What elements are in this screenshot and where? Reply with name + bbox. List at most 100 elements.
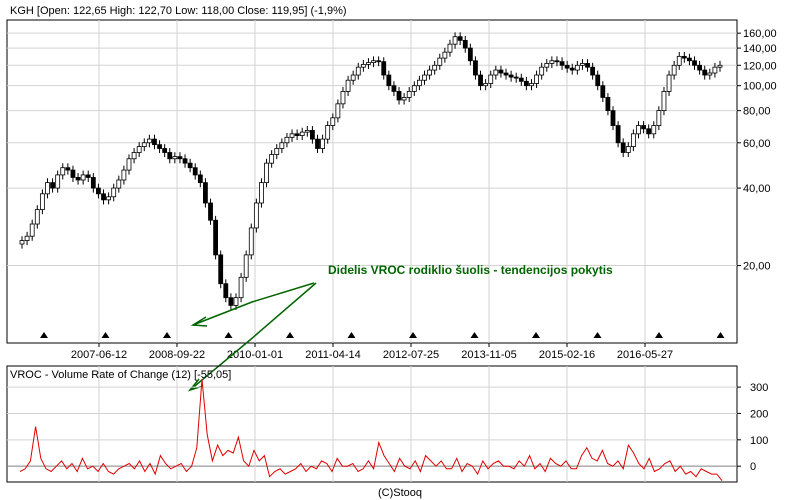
price-x-tick-label: 2012-07-25 [383, 349, 439, 361]
candle-body [391, 85, 397, 92]
candle-body [442, 51, 448, 59]
candle-body [554, 60, 560, 63]
event-marker [532, 332, 540, 338]
candle-body [646, 128, 652, 135]
candle-body [473, 60, 478, 76]
candle-body [310, 130, 315, 140]
candle-body [192, 167, 198, 176]
candle-body [488, 74, 494, 84]
price-y-tick-label: 20,00 [743, 261, 771, 273]
event-marker [347, 332, 356, 338]
price-x-tick-label: 2016-05-27 [617, 349, 673, 361]
candle-body [585, 63, 590, 68]
candle-body [376, 60, 382, 63]
price-y-tick-label: 80,00 [743, 106, 771, 118]
candle-body [427, 69, 432, 76]
candle-body [136, 146, 142, 153]
candle-body [345, 79, 351, 92]
event-marker [224, 332, 233, 338]
candle-body [417, 79, 422, 87]
price-candles [19, 32, 723, 310]
event-marker [716, 332, 725, 338]
candle-body [452, 36, 458, 45]
candle-body [19, 240, 25, 245]
candle-body [29, 223, 35, 237]
candle-body [259, 182, 264, 204]
candle-body [289, 133, 295, 138]
candle-body [269, 154, 275, 164]
candle-body [503, 72, 509, 76]
candle-body [681, 55, 687, 59]
candle-body [80, 174, 86, 181]
candle-body [697, 64, 703, 71]
candle-body [666, 74, 672, 92]
candle-body [355, 66, 361, 76]
candle-body [605, 97, 611, 112]
candle-body [253, 202, 259, 229]
candle-body [712, 66, 718, 74]
candle-body [294, 133, 300, 136]
vroc-header: VROC - Volume Rate of Change (12) [-55,0… [10, 369, 231, 381]
vroc-line [19, 379, 723, 482]
candle-body [34, 209, 40, 225]
candle-body [432, 64, 438, 71]
candle-body [197, 174, 203, 184]
candle-body [177, 156, 183, 160]
candle-body [595, 74, 601, 87]
candle-body [641, 125, 646, 130]
candle-body [101, 193, 106, 201]
candle-body [96, 187, 101, 195]
candle-body [651, 125, 657, 135]
candle-body [213, 219, 219, 256]
candle-body [411, 85, 417, 92]
candle-body [534, 74, 539, 84]
event-marker [101, 332, 110, 338]
candle-body [462, 39, 468, 49]
candle-body [182, 158, 188, 164]
candle-body [172, 156, 178, 160]
candle-body [340, 91, 346, 105]
candle-body [304, 130, 310, 133]
candle-body [549, 60, 555, 64]
candle-body [539, 66, 545, 76]
price-x-tick-label: 2010-01-01 [227, 349, 283, 361]
candle-body [167, 152, 173, 160]
price-y-tick-label: 120,00 [743, 60, 777, 72]
candle-body [671, 64, 677, 76]
candle-body [238, 276, 244, 299]
candle-body [687, 57, 692, 62]
candle-body [381, 61, 387, 76]
vroc-y-axis: 0 100 200 300 [737, 382, 768, 473]
candle-body [569, 67, 575, 71]
footer-copyright: (C)Stooq [378, 487, 422, 499]
candle-body [437, 57, 443, 66]
vroc-y-tick-label: 100 [750, 435, 768, 447]
candle-body [284, 136, 290, 144]
candle-body [544, 63, 550, 68]
candle-body [523, 80, 529, 87]
candle-body [264, 162, 269, 184]
candle-body [692, 60, 697, 66]
price-y-tick-label: 140,00 [743, 43, 777, 55]
candle-body [24, 235, 30, 242]
vroc-panel-frame [6, 365, 738, 483]
candle-body [55, 174, 61, 189]
candle-body [65, 167, 71, 171]
candle-body [559, 61, 565, 66]
candle-body [218, 254, 224, 285]
candle-body [493, 69, 499, 76]
annotation-arrows [187, 282, 317, 392]
vroc-gridlines [7, 366, 737, 482]
candle-body [141, 142, 147, 147]
candle-body [467, 47, 473, 62]
event-marker [409, 332, 417, 338]
candle-body [447, 43, 453, 53]
candle-body [228, 297, 234, 306]
candle-body [152, 138, 157, 146]
candle-body [320, 138, 325, 149]
price-x-axis: 2007-06-12 2008-09-22 2010-01-01 2011-04-14… [71, 343, 673, 361]
candle-body [187, 162, 193, 169]
event-marker [40, 332, 48, 338]
candle-body [406, 91, 412, 98]
